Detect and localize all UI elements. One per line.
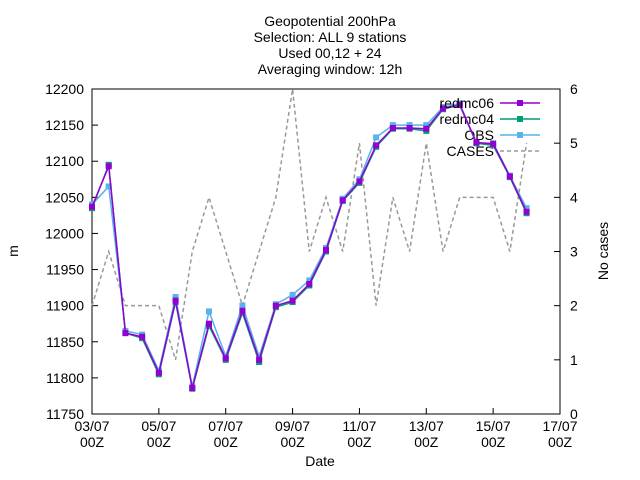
series-point	[523, 208, 530, 215]
y2-tick-label: 4	[570, 189, 578, 205]
y-tick-label: 11850	[46, 334, 84, 350]
x-tick-label: 11/07 00Z	[342, 418, 376, 450]
y-axis-label: m	[5, 245, 21, 257]
series-point	[189, 385, 196, 391]
y2-tick-label: 6	[570, 81, 578, 97]
y-tick-label: 12000	[45, 225, 84, 241]
series-point	[406, 125, 413, 131]
series-point	[105, 163, 112, 170]
series-point	[256, 353, 263, 360]
y-tick-label: 12150	[45, 117, 84, 133]
legend-marker	[517, 100, 523, 106]
series-point	[155, 369, 162, 376]
y2-tick-label: 5	[570, 135, 578, 151]
y2-tick-label: 1	[570, 352, 578, 368]
y-tick-label: 12050	[45, 189, 84, 205]
series-line	[91, 88, 528, 361]
y2-tick-label: 2	[570, 298, 578, 314]
series-point	[206, 308, 212, 315]
series-point	[456, 101, 463, 108]
series-point	[373, 142, 380, 149]
series-point	[523, 205, 530, 212]
series-point	[105, 183, 112, 190]
x-tick-label: 07/07 00Z	[208, 418, 243, 450]
y-tick-label: 11900	[46, 298, 84, 314]
series-point	[222, 355, 229, 362]
series-point	[272, 302, 279, 309]
series-point	[289, 291, 296, 298]
chart-title: Used 00,12 + 24	[278, 45, 381, 61]
series-point	[339, 197, 346, 204]
series-point	[306, 277, 313, 284]
series-point	[122, 330, 129, 337]
chart-title: Averaging window: 12h	[258, 61, 403, 77]
x-tick-label: 13/07 00Z	[409, 418, 444, 450]
x-tick-label: 09/07 00Z	[275, 418, 310, 450]
series-point	[389, 125, 396, 131]
series-point	[473, 139, 480, 146]
series-point	[206, 320, 212, 327]
y-tick-label: 11800	[46, 370, 84, 386]
series-point	[423, 122, 430, 129]
y2-tick-label: 0	[570, 406, 578, 422]
legend-marker	[517, 132, 523, 138]
series-point	[89, 203, 95, 210]
legend-label: redmc04	[440, 111, 495, 127]
chart-title: Geopotential 200hPa	[264, 13, 396, 29]
y-tick-label: 12100	[45, 153, 84, 169]
x-axis-label: Date	[305, 453, 335, 469]
series-point	[423, 125, 430, 132]
legend-marker	[517, 116, 523, 122]
series-point	[256, 356, 263, 363]
series-point	[139, 333, 146, 340]
series-point	[373, 134, 380, 141]
y2-axis-label: No cases	[595, 222, 611, 280]
series-point	[490, 140, 497, 147]
chart-title: Selection: ALL 9 stations	[254, 29, 407, 45]
series-point	[172, 294, 179, 300]
series-point	[323, 247, 329, 254]
series-point	[239, 307, 246, 314]
legend-label: CASES	[447, 143, 494, 159]
x-tick-label: 03/07 00Z	[74, 418, 109, 450]
x-tick-label: 15/07 00Z	[476, 418, 511, 450]
x-tick-label: 17/07 00Z	[542, 418, 577, 450]
y-tick-label: 11750	[46, 406, 84, 422]
series-point	[172, 297, 179, 304]
series-point	[239, 302, 246, 309]
series-point	[289, 297, 296, 304]
series-point	[506, 173, 513, 180]
y2-tick-label: 3	[570, 244, 578, 260]
series-point	[306, 281, 313, 287]
x-tick-label: 05/07 00Z	[141, 418, 176, 450]
y-tick-label: 12200	[45, 81, 84, 97]
series-point	[356, 178, 363, 185]
legend-label: redmc06	[440, 95, 495, 111]
y-tick-label: 11950	[46, 262, 84, 278]
series-point	[440, 105, 446, 112]
